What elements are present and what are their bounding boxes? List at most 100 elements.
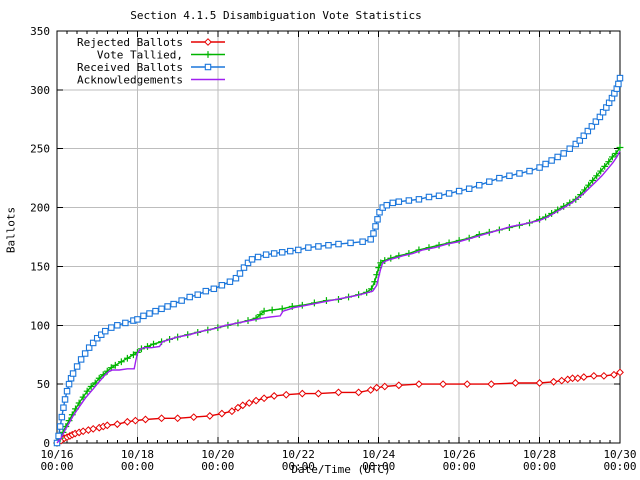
data-point-marker bbox=[85, 344, 93, 351]
data-point-marker bbox=[123, 354, 131, 362]
data-point-marker bbox=[526, 167, 533, 175]
y-tick-label: 100 bbox=[30, 319, 50, 332]
legend-label: Vote Tallied, bbox=[97, 49, 183, 62]
series-line-received-ballots bbox=[56, 77, 621, 444]
data-point-marker bbox=[134, 316, 141, 323]
data-point-marker bbox=[579, 373, 588, 381]
data-point-marker bbox=[205, 412, 214, 420]
chart-title: Section 4.1.5 Disambiguation Vote Statis… bbox=[130, 9, 422, 22]
y-tick-label: 300 bbox=[30, 84, 50, 97]
data-point-marker bbox=[77, 356, 85, 363]
legend-label: Acknowledgements bbox=[77, 74, 183, 87]
data-point-marker bbox=[506, 172, 513, 180]
data-point-marker bbox=[584, 127, 592, 135]
data-point-marker bbox=[204, 38, 212, 46]
data-point-marker bbox=[260, 307, 268, 315]
data-point-marker bbox=[232, 274, 240, 282]
data-point-marker bbox=[60, 404, 67, 411]
data-point-marker bbox=[334, 388, 343, 397]
data-point-marker bbox=[194, 291, 202, 298]
data-point-marker bbox=[608, 153, 616, 161]
data-point-marker bbox=[63, 387, 71, 395]
series-line-vote-tallied bbox=[56, 147, 621, 444]
data-point-marker bbox=[455, 187, 463, 195]
series-line-acknowledgements bbox=[56, 150, 621, 444]
data-point-marker bbox=[89, 339, 97, 347]
data-point-marker bbox=[114, 322, 121, 329]
data-point-marker bbox=[55, 432, 62, 440]
data-point-marker bbox=[610, 370, 618, 379]
x-tick-label: 10/26 00:00 bbox=[443, 448, 476, 473]
data-point-marker bbox=[122, 319, 129, 327]
data-point-marker bbox=[395, 198, 403, 205]
data-point-marker bbox=[576, 137, 584, 144]
series-received-ballots bbox=[53, 74, 624, 447]
data-point-marker bbox=[234, 403, 242, 412]
data-point-marker bbox=[298, 389, 307, 398]
data-point-marker bbox=[282, 390, 291, 399]
data-point-marker bbox=[189, 413, 198, 422]
data-point-marker bbox=[589, 371, 598, 380]
data-point-marker bbox=[186, 293, 193, 301]
data-point-marker bbox=[146, 310, 153, 317]
data-point-marker bbox=[103, 421, 112, 430]
data-point-marker bbox=[268, 306, 276, 314]
data-point-marker bbox=[130, 351, 137, 359]
data-point-marker bbox=[164, 303, 171, 310]
x-tick-label: 10/28 00:00 bbox=[523, 448, 556, 473]
data-point-marker bbox=[445, 190, 453, 197]
data-point-marker bbox=[597, 167, 605, 175]
data-point-marker bbox=[305, 244, 312, 251]
data-point-marker bbox=[83, 387, 91, 395]
x-tick-label: 10/24 00:00 bbox=[362, 448, 395, 473]
data-point-marker bbox=[374, 216, 381, 223]
data-point-marker bbox=[69, 370, 77, 377]
legend-label: Received Ballots bbox=[77, 61, 183, 74]
data-point-marker bbox=[58, 413, 66, 421]
data-point-marker bbox=[140, 312, 147, 320]
data-point-marker bbox=[238, 401, 247, 410]
data-point-marker bbox=[61, 396, 69, 403]
legend-entry: Vote Tallied, bbox=[97, 49, 225, 62]
data-point-marker bbox=[141, 415, 150, 424]
data-point-marker bbox=[616, 368, 624, 377]
legend-entry: Received Ballots bbox=[77, 61, 225, 74]
data-point-marker bbox=[278, 249, 286, 256]
data-point-marker bbox=[335, 240, 342, 248]
data-point-marker bbox=[389, 199, 397, 207]
data-point-marker bbox=[260, 394, 269, 403]
data-point-marker bbox=[588, 123, 596, 130]
legend-entry: Acknowledgements bbox=[77, 74, 225, 87]
data-point-marker bbox=[254, 253, 262, 261]
data-point-marker bbox=[511, 379, 520, 387]
data-point-marker bbox=[111, 361, 119, 369]
data-point-marker bbox=[593, 172, 601, 180]
data-point-marker bbox=[262, 251, 270, 258]
data-point-marker bbox=[210, 285, 218, 293]
data-point-marker bbox=[372, 223, 379, 230]
y-tick-label: 200 bbox=[30, 202, 50, 215]
data-point-marker bbox=[535, 379, 544, 387]
series-acknowledgements bbox=[56, 150, 621, 444]
data-point-marker bbox=[465, 185, 473, 192]
data-point-marker bbox=[605, 158, 613, 166]
data-point-marker bbox=[240, 264, 248, 271]
y-tick-label: 250 bbox=[30, 143, 50, 156]
x-axis-title: Date/Time (UTC) bbox=[291, 463, 391, 476]
y-tick-label: 50 bbox=[37, 378, 50, 391]
data-point-marker bbox=[131, 416, 140, 425]
data-point-marker bbox=[286, 247, 294, 255]
data-point-marker bbox=[65, 380, 73, 388]
data-point-marker bbox=[81, 350, 89, 357]
data-point-marker bbox=[256, 311, 264, 319]
data-point-marker bbox=[516, 170, 523, 177]
x-tick-label: 10/16 00:00 bbox=[40, 448, 73, 473]
data-point-marker bbox=[113, 420, 122, 429]
data-point-marker bbox=[150, 340, 157, 348]
data-point-marker bbox=[158, 305, 165, 313]
data-point-marker bbox=[157, 414, 166, 423]
x-tick-label: 10/22 00:00 bbox=[282, 448, 315, 473]
data-point-marker bbox=[170, 300, 177, 308]
data-point-marker bbox=[549, 377, 558, 386]
